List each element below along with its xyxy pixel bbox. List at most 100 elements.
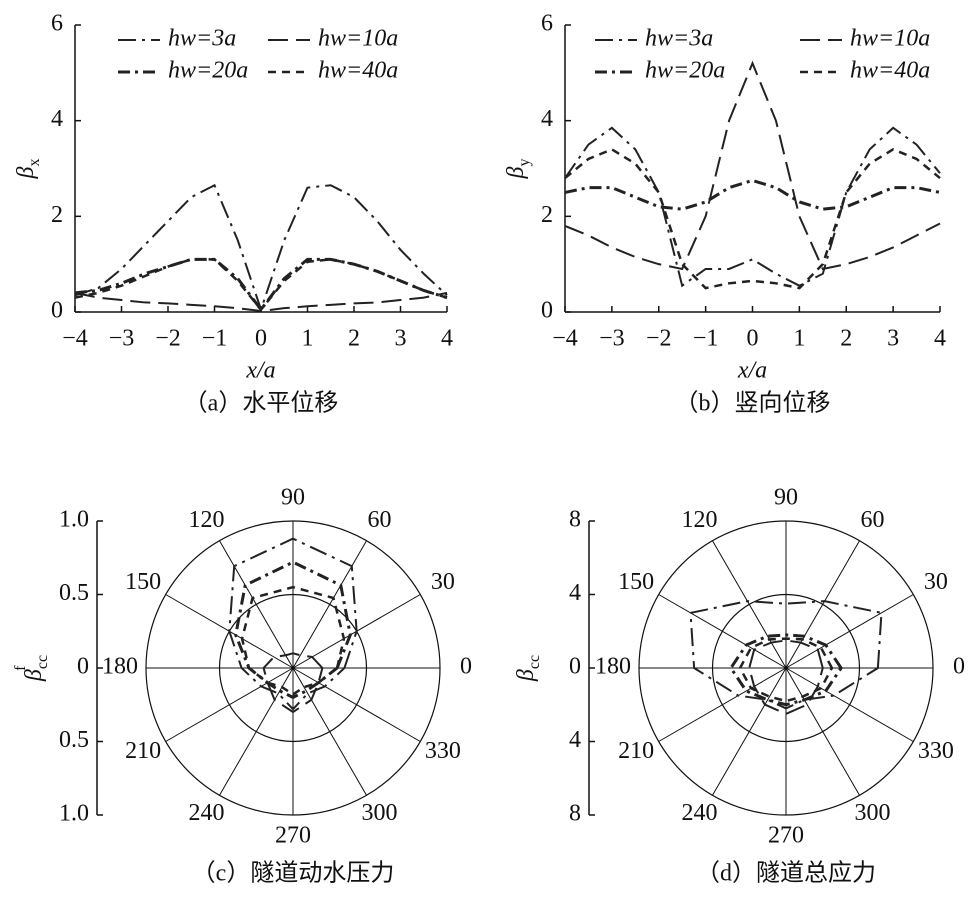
r-tick-label: 1.0 [59, 507, 89, 533]
r-tick-label: 0.5 [59, 580, 89, 606]
r-tick-label: 0 [569, 654, 581, 680]
y-axis-label: βy [503, 159, 533, 180]
angle-tick-label: 60 [861, 507, 885, 533]
data-line [564, 126, 941, 288]
angular-grid-line [785, 667, 914, 742]
legend-label: hw=20a [168, 58, 248, 84]
y-axis-label-symbol: β [13, 166, 39, 179]
angle-tick-label: 30 [924, 569, 948, 595]
data-line [240, 585, 346, 696]
r-tick-label: 4 [569, 580, 581, 606]
angular-grid-line [658, 594, 787, 669]
angle-tick-label: 180 [102, 654, 138, 680]
angle-tick-label: 90 [774, 485, 798, 511]
data-line [748, 639, 824, 716]
angle-tick-label: 270 [768, 823, 804, 849]
caption: （d）隧道总应力 [696, 860, 876, 887]
angle-tick-label: 150 [125, 569, 161, 595]
y-axis-label: βccf [12, 655, 51, 682]
x-tick-label: 0 [255, 326, 267, 352]
angle-tick-label: 210 [125, 738, 161, 764]
y-axis-label-subscript: y [516, 159, 533, 167]
x-tick-label: 2 [840, 326, 852, 352]
legend-label: hw=3a [645, 26, 713, 52]
angle-tick-label: 120 [682, 507, 718, 533]
angle-tick-label: 60 [368, 507, 392, 533]
data-line [74, 258, 448, 312]
angular-grid-line [292, 667, 421, 742]
angle-tick-label: 210 [618, 738, 654, 764]
y-tick-label: 0 [541, 298, 553, 324]
y-axis-label: βx [13, 159, 43, 180]
legend-label: hw=3a [168, 26, 236, 52]
data-line [564, 147, 941, 290]
x-tick-label: 3 [395, 326, 407, 352]
x-tick-label: 2 [348, 326, 360, 352]
caption: （b）竖向位移 [675, 390, 831, 417]
legend-label: hw=20a [645, 58, 725, 84]
angular-grid-line [712, 667, 787, 796]
angle-tick-label: 0 [460, 654, 472, 680]
angle-tick-label: 300 [855, 800, 891, 826]
x-tick-label: −3 [599, 326, 625, 352]
legend-label: hw=40a [318, 58, 398, 84]
angular-grid-line [785, 594, 914, 669]
x-axis-label: x/a [245, 358, 275, 384]
angle-tick-label: 0 [953, 654, 965, 680]
r-tick-label: 8 [569, 801, 581, 827]
angular-grid-line [292, 540, 367, 669]
caption: （a）水平位移 [184, 390, 339, 417]
y-axis-label: βcc [513, 655, 543, 682]
panel: 0 4 4 8 8 0 30 60 90 120 150 180 210 240 270 300 330 βcc （… [513, 485, 966, 887]
angle-tick-label: 30 [431, 569, 455, 595]
y-axis-label-symbol: β [513, 669, 539, 682]
data-line [564, 178, 941, 211]
y-tick-label: 6 [541, 11, 553, 37]
angle-tick-label: 240 [189, 800, 225, 826]
x-tick-label: −1 [202, 326, 228, 352]
angular-grid-line [219, 667, 294, 796]
y-axis-label-symbol: β [503, 166, 529, 179]
y-tick-label: 0 [51, 298, 63, 324]
legend-label: hw=10a [850, 26, 930, 52]
y-tick-label: 4 [51, 106, 63, 132]
x-tick-label: −2 [646, 326, 672, 352]
data-line [228, 537, 358, 711]
x-tick-label: 1 [793, 326, 805, 352]
caption: （c）隧道动水压力 [192, 860, 395, 887]
panel: 0 2 4 6 −4 −3 −2 −1 0 1 2 3 4 x/a βy hw=3a hw=10a hw=20a h… [503, 11, 947, 417]
y-axis-label-subscript: x [26, 159, 43, 167]
y-tick-label: 6 [51, 11, 63, 37]
legend-label: hw=40a [850, 58, 930, 84]
data-line [262, 652, 324, 714]
angle-tick-label: 90 [281, 485, 305, 511]
angular-grid-line [712, 540, 787, 669]
angular-grid-line [785, 540, 860, 669]
angle-tick-label: 270 [275, 823, 311, 849]
angular-grid-line [292, 667, 367, 796]
angular-grid-line [219, 540, 294, 669]
x-tick-label: −3 [109, 326, 135, 352]
y-tick-label: 4 [541, 106, 553, 132]
angle-tick-label: 300 [362, 800, 398, 826]
r-tick-label: 4 [569, 727, 581, 753]
angular-grid-line [658, 667, 787, 742]
r-tick-label: 1.0 [59, 801, 89, 827]
panel: 0 0.5 0.5 1.0 1.0 0 30 60 90 120 150 180 210 240 270 30… [12, 485, 472, 887]
x-tick-label: −1 [693, 326, 719, 352]
x-tick-label: 3 [887, 326, 899, 352]
data-line [729, 633, 843, 707]
x-tick-label: 0 [747, 326, 759, 352]
angular-grid-line [165, 667, 294, 742]
y-axis-label-superscript: f [12, 665, 29, 671]
angle-tick-label: 240 [682, 800, 718, 826]
x-tick-label: 4 [934, 326, 946, 352]
data-line [564, 60, 941, 271]
r-tick-label: 8 [569, 507, 581, 533]
x-axis-label: x/a [737, 358, 767, 384]
data-line [74, 183, 448, 313]
angle-tick-label: 120 [189, 507, 225, 533]
data-line [738, 637, 834, 703]
data-line [689, 600, 883, 710]
